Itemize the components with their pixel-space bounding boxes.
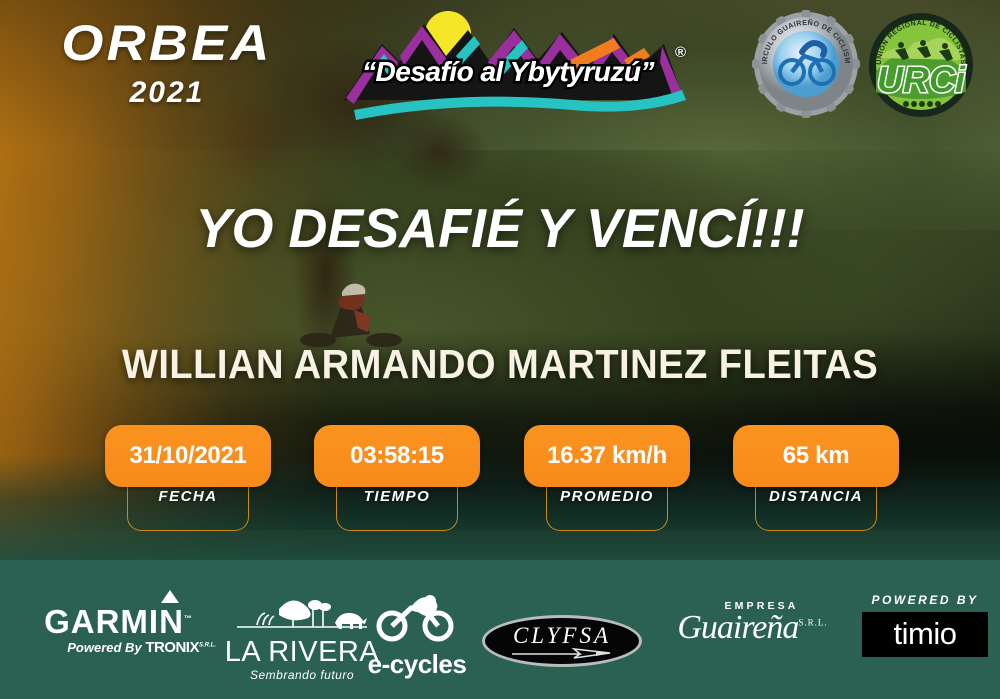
stat-card-promedio: 16.37 km/h PROMEDIO <box>524 425 690 531</box>
garmin-partner-line: Powered By TRONIXS.R.L. <box>18 639 218 656</box>
clyfsa-wordmark: CLYFSA <box>512 622 612 648</box>
cyclist-silhouette-icon <box>300 283 402 347</box>
stat-label: TIEMPO <box>363 488 431 505</box>
stat-label-tab: DISTANCIA <box>755 479 877 531</box>
sponsor-e-cycles: e-cycles <box>352 595 482 680</box>
circulo-guaireno-logo: CIRCULO GUAIREÑO DE CICLISMO <box>752 10 860 118</box>
garmin-powered-by: Powered By <box>67 640 142 655</box>
la-rivera-wordmark: LA RIVERA <box>224 636 380 668</box>
guairena-eyebrow: EMPRESA <box>724 601 799 612</box>
la-rivera-tagline: Sembrando futuro <box>249 668 355 682</box>
event-logo: “Desafío al Ybytyruzú” “Desafío al Ybyty… <box>338 4 690 122</box>
sponsor-clyfsa: CLYFSA <box>482 615 642 667</box>
urci-logo: UNION REGIONAL DE CICLISTAS URCi <box>869 13 973 117</box>
guairena-suffix: S.R.L. <box>798 617 828 628</box>
stat-card-distancia: 65 km DISTANCIA <box>733 425 899 531</box>
stat-label-tab: FECHA <box>127 479 249 531</box>
garmin-wordmark: GARMIN™ <box>44 590 192 641</box>
urci-acronym: URCi <box>877 59 966 100</box>
orbea-brand-logo: ORBEA 2021 <box>22 18 312 110</box>
tronix-suffix: S.R.L. <box>198 642 216 649</box>
stat-value-pill: 16.37 km/h <box>524 425 690 487</box>
timio-wordmark: timio <box>893 616 957 651</box>
sponsor-footer: GARMIN™ Powered By TRONIXS.R.L. LA R <box>0 585 1000 699</box>
clyfsa-arrow-icon <box>512 647 611 659</box>
stat-value: 03:58:15 <box>350 442 444 469</box>
garmin-triangle-icon <box>160 590 179 603</box>
sponsor-guairena: EMPRESA GuaireñaS.R.L. <box>660 601 845 646</box>
stat-value-pill: 65 km <box>733 425 899 487</box>
orbea-wordmark: ORBEA <box>61 15 273 71</box>
garmin-text: GARMIN <box>44 603 184 640</box>
stat-value: 65 km <box>782 442 850 469</box>
stat-label-tab: TIEMPO <box>336 479 458 531</box>
timio-powered-by-label: POWERED BY <box>871 593 979 607</box>
guairena-wordmark: GuaireñaS.R.L. <box>660 609 845 646</box>
la-rivera-tree-cow-icon <box>237 600 367 629</box>
e-cycles-bike-icon <box>376 595 454 642</box>
sponsor-timio: POWERED BY timio <box>862 593 988 657</box>
stat-value: 16.37 km/h <box>547 442 667 469</box>
athlete-name: WILLIAN ARMANDO MARTINEZ FLEITAS <box>121 341 879 387</box>
cyclists-icon <box>895 40 953 61</box>
registered-trademark-icon: ® <box>674 44 686 61</box>
garmin-tm-icon: ™ <box>183 614 192 623</box>
timio-logo-box: timio <box>862 612 988 657</box>
cow-icon <box>335 613 367 629</box>
stat-value-pill: 03:58:15 <box>314 425 480 487</box>
stat-label: PROMEDIO <box>560 488 654 505</box>
e-cycles-wordmark: e-cycles <box>367 649 467 679</box>
header: ORBEA 2021 <box>0 0 1000 130</box>
stat-label: FECHA <box>158 488 218 505</box>
chain-icon <box>903 101 941 107</box>
event-logo-title: “Desafío al Ybytyruzú” <box>362 56 654 87</box>
clyfsa-oval-badge: CLYFSA <box>482 615 642 667</box>
stat-value-pill: 31/10/2021 <box>105 425 271 487</box>
tronix-wordmark: TRONIX <box>145 639 199 656</box>
stat-label: DISTANCIA <box>768 488 864 505</box>
sponsor-garmin: GARMIN™ Powered By TRONIXS.R.L. <box>18 590 218 656</box>
stat-card-tiempo: 03:58:15 TIEMPO <box>314 425 480 531</box>
event-logo-mountains-icon <box>344 11 686 120</box>
event-logo-title-outline: “Desafío al Ybytyruzú” <box>360 54 657 90</box>
stat-label-tab: PROMEDIO <box>546 479 668 531</box>
cyclist-emblem-icon <box>778 40 836 86</box>
headline: YO DESAFIÉ Y VENCÍ!!! <box>195 197 805 259</box>
stat-value: 31/10/2021 <box>129 442 247 469</box>
sponsor-la-rivera: LA RIVERA Sembrando futuro <box>222 593 382 682</box>
stats-row: 31/10/2021 FECHA 03:58:15 TIEMPO 16.37 k… <box>0 425 1000 531</box>
guairena-text: Guaireña <box>677 609 799 646</box>
orbea-year: 2021 <box>129 76 205 109</box>
stat-card-fecha: 31/10/2021 FECHA <box>105 425 271 531</box>
